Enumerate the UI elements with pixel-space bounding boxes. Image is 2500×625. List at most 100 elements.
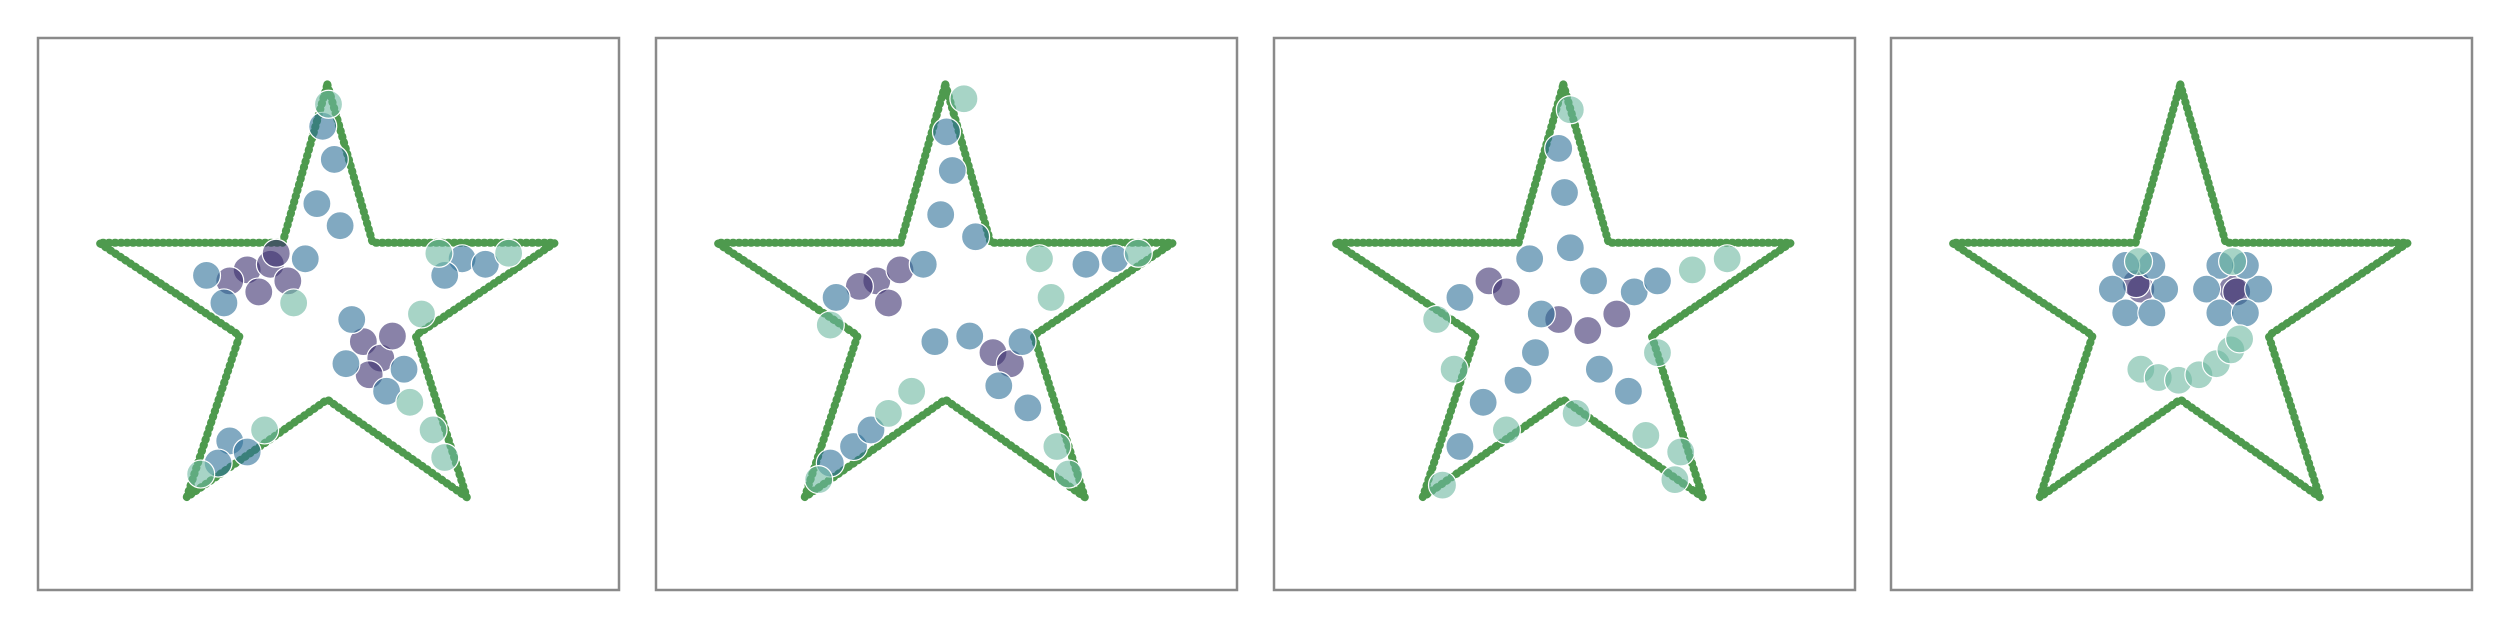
- point: [191, 260, 222, 290]
- point: [1427, 470, 1458, 500]
- point: [424, 238, 454, 268]
- point-group: [815, 117, 1130, 478]
- outline: [1331, 80, 1796, 502]
- point: [1555, 233, 1585, 263]
- point-group: [215, 238, 408, 390]
- point: [1520, 338, 1551, 368]
- point: [937, 155, 967, 186]
- point: [209, 288, 239, 318]
- point: [2111, 298, 2141, 328]
- point: [1660, 465, 1690, 495]
- point: [1677, 255, 1707, 285]
- point: [2225, 324, 2255, 354]
- panel: [36, 36, 621, 592]
- point: [1445, 431, 1475, 462]
- point: [1642, 338, 1673, 368]
- point: [1578, 266, 1609, 296]
- point: [873, 398, 904, 428]
- point: [1468, 387, 1498, 417]
- point: [2123, 246, 2154, 277]
- point: [1666, 437, 1696, 467]
- point: [1123, 238, 1153, 268]
- point: [186, 459, 216, 489]
- point: [815, 310, 845, 340]
- point: [331, 349, 361, 379]
- point: [1544, 133, 1574, 163]
- point: [1526, 299, 1556, 329]
- point: [1491, 415, 1522, 445]
- point: [249, 415, 280, 445]
- point: [494, 238, 524, 268]
- point: [1445, 282, 1475, 313]
- point: [389, 354, 419, 384]
- point: [1422, 304, 1452, 335]
- point: [377, 321, 408, 351]
- point: [279, 288, 309, 318]
- point-group: [1422, 95, 1742, 500]
- point-group: [2121, 269, 2252, 307]
- point: [418, 415, 448, 445]
- point: [2230, 298, 2261, 328]
- point-group: [1445, 133, 1673, 462]
- point: [908, 249, 938, 279]
- point: [302, 189, 332, 219]
- point: [2137, 298, 2167, 328]
- point: [313, 89, 344, 119]
- outline: [1948, 80, 2413, 502]
- point: [804, 465, 834, 495]
- point: [1053, 459, 1084, 489]
- point-group: [2123, 246, 2255, 395]
- point: [290, 244, 320, 274]
- point: [2244, 274, 2274, 304]
- point: [1573, 315, 1603, 346]
- point: [2218, 246, 2248, 277]
- outline: [713, 80, 1178, 502]
- point: [931, 117, 962, 147]
- point: [2097, 274, 2127, 304]
- point: [1613, 376, 1644, 406]
- outline: [95, 80, 560, 502]
- point: [1007, 327, 1037, 357]
- point: [261, 238, 291, 268]
- point: [1036, 282, 1066, 313]
- point: [873, 288, 904, 318]
- point-group: [186, 89, 524, 489]
- point: [244, 277, 274, 307]
- point: [1631, 420, 1661, 451]
- point: [406, 299, 437, 329]
- point: [1712, 244, 1742, 274]
- point: [1439, 354, 1469, 384]
- point: [1561, 398, 1591, 428]
- point: [1042, 431, 1072, 462]
- point: [1549, 177, 1580, 208]
- point: [319, 144, 349, 175]
- point: [1071, 249, 1101, 279]
- point: [1555, 95, 1585, 125]
- point: [2150, 274, 2180, 304]
- point: [949, 84, 979, 114]
- point: [926, 200, 956, 230]
- point: [955, 321, 985, 351]
- point: [897, 376, 927, 406]
- panel: [1272, 36, 1857, 592]
- point: [395, 387, 425, 417]
- point: [325, 211, 355, 241]
- point: [1584, 354, 1614, 384]
- point: [1503, 365, 1533, 395]
- point: [2191, 274, 2222, 304]
- point: [337, 304, 367, 335]
- point: [1013, 393, 1043, 423]
- point: [920, 327, 950, 357]
- point: [2205, 298, 2235, 328]
- point: [821, 282, 851, 313]
- panel: [1889, 36, 2474, 592]
- point: [1642, 266, 1673, 296]
- point: [1515, 244, 1545, 274]
- point: [1491, 277, 1522, 307]
- point: [984, 371, 1014, 401]
- panel: [654, 36, 1239, 592]
- point: [430, 442, 460, 473]
- point: [960, 222, 991, 252]
